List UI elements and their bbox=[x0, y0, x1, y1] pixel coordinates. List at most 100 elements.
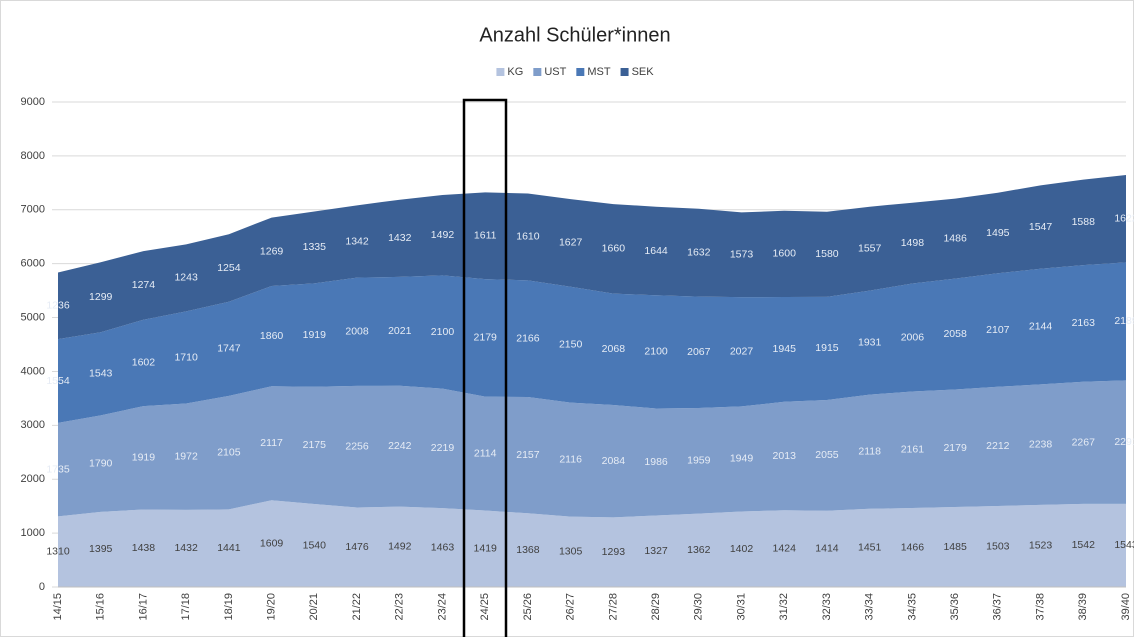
value-label: 2189 bbox=[1114, 315, 1134, 327]
chart-title: Anzahl Schüler*innen bbox=[479, 24, 670, 46]
value-label: 1395 bbox=[89, 543, 113, 555]
value-label: 2163 bbox=[1072, 317, 1096, 329]
x-tick-label: 36/37 bbox=[992, 593, 1004, 621]
value-label: 1243 bbox=[174, 272, 198, 284]
legend-swatch bbox=[620, 68, 629, 76]
value-label: 1492 bbox=[388, 541, 412, 553]
value-label: 2068 bbox=[602, 343, 626, 355]
value-label: 1660 bbox=[602, 243, 626, 255]
y-tick-label: 6000 bbox=[21, 258, 45, 270]
x-tick-label: 18/19 bbox=[223, 593, 235, 621]
value-label: 1274 bbox=[132, 279, 156, 291]
value-label: 1542 bbox=[1072, 539, 1096, 551]
value-label: 1860 bbox=[260, 330, 284, 342]
value-label: 1644 bbox=[644, 245, 668, 257]
x-tick-label: 31/32 bbox=[778, 593, 790, 621]
legend-label: SEK bbox=[632, 66, 655, 78]
y-tick-label: 8000 bbox=[21, 150, 45, 162]
value-label: 2161 bbox=[901, 444, 925, 456]
value-label: 1949 bbox=[730, 453, 754, 465]
value-label: 1342 bbox=[345, 235, 369, 247]
value-label: 2084 bbox=[602, 455, 626, 467]
value-label: 1602 bbox=[132, 357, 156, 369]
x-tick-label: 17/18 bbox=[180, 593, 192, 621]
value-label: 1492 bbox=[431, 229, 455, 241]
value-label: 2267 bbox=[1072, 437, 1096, 449]
value-label: 1269 bbox=[260, 246, 284, 258]
x-tick-label: 23/24 bbox=[436, 593, 448, 621]
x-tick-label: 24/25 bbox=[479, 593, 491, 621]
value-label: 1293 bbox=[602, 546, 626, 558]
value-label: 1451 bbox=[858, 542, 882, 554]
area bbox=[58, 380, 1126, 518]
value-label: 1747 bbox=[217, 343, 241, 355]
value-label: 1362 bbox=[687, 544, 711, 556]
value-label: 1588 bbox=[1072, 216, 1096, 228]
value-label: 2150 bbox=[559, 338, 583, 350]
value-label: 1254 bbox=[217, 262, 241, 274]
value-label: 1305 bbox=[559, 546, 583, 558]
y-tick-label: 4000 bbox=[21, 365, 45, 377]
highlight-box bbox=[462, 98, 508, 637]
x-tick-label: 26/27 bbox=[565, 593, 577, 621]
value-label: 1931 bbox=[858, 336, 882, 348]
value-label: 1486 bbox=[943, 232, 967, 244]
value-label: 2107 bbox=[986, 324, 1010, 336]
x-tick-label: 15/16 bbox=[95, 593, 107, 621]
value-label: 1540 bbox=[303, 539, 327, 551]
value-label: 1622 bbox=[1114, 213, 1134, 225]
value-label: 1986 bbox=[644, 456, 668, 468]
value-label: 1310 bbox=[46, 545, 70, 557]
value-label: 1919 bbox=[132, 452, 156, 464]
value-label: 1441 bbox=[217, 542, 241, 554]
area bbox=[58, 175, 1126, 340]
value-label: 1554 bbox=[46, 375, 70, 387]
value-label: 2006 bbox=[901, 331, 925, 343]
value-label: 2219 bbox=[431, 442, 455, 454]
value-label: 1438 bbox=[132, 542, 156, 554]
value-label: 1236 bbox=[46, 300, 70, 312]
value-label: 1547 bbox=[1029, 221, 1053, 233]
area bbox=[58, 262, 1126, 423]
value-label: 1573 bbox=[730, 249, 754, 261]
value-label: 1580 bbox=[815, 248, 839, 260]
value-label: 1790 bbox=[89, 457, 113, 469]
x-tick-label: 28/29 bbox=[650, 593, 662, 621]
value-label: 1432 bbox=[388, 232, 412, 244]
x-tick-label: 27/28 bbox=[607, 593, 619, 621]
value-label: 1503 bbox=[986, 540, 1010, 552]
legend-label: UST bbox=[544, 66, 566, 78]
value-label: 1710 bbox=[174, 351, 198, 363]
legend-swatch bbox=[533, 68, 542, 76]
value-label: 2114 bbox=[474, 447, 497, 459]
value-label: 2100 bbox=[431, 326, 455, 338]
value-label: 1368 bbox=[516, 544, 540, 556]
x-tick-label: 25/26 bbox=[522, 593, 534, 621]
value-label: 1335 bbox=[303, 241, 327, 253]
value-label: 2105 bbox=[217, 446, 241, 458]
legend: KG UST MST SEK bbox=[496, 66, 654, 78]
x-tick-label: 35/36 bbox=[949, 593, 961, 621]
value-label: 2179 bbox=[943, 442, 967, 454]
value-label: 1498 bbox=[901, 237, 925, 249]
value-label: 1610 bbox=[516, 231, 540, 243]
y-tick-label: 5000 bbox=[21, 311, 45, 323]
value-label: 1424 bbox=[773, 542, 797, 554]
value-label: 1485 bbox=[943, 541, 967, 553]
value-label: 2144 bbox=[1029, 320, 1053, 332]
value-label: 1419 bbox=[474, 543, 498, 555]
value-label: 2157 bbox=[516, 449, 540, 461]
value-label: 1627 bbox=[559, 237, 583, 249]
value-label: 2021 bbox=[388, 325, 412, 337]
x-tick-label: 29/30 bbox=[693, 593, 705, 621]
y-tick-label: 1000 bbox=[21, 527, 45, 539]
value-label: 2166 bbox=[516, 332, 540, 344]
y-tick-label: 0 bbox=[39, 581, 45, 593]
value-label: 2118 bbox=[858, 446, 881, 458]
value-label: 2100 bbox=[644, 346, 668, 358]
x-tick-label: 38/39 bbox=[1077, 593, 1089, 621]
value-label: 2055 bbox=[815, 449, 839, 461]
value-label: 2242 bbox=[388, 440, 412, 452]
